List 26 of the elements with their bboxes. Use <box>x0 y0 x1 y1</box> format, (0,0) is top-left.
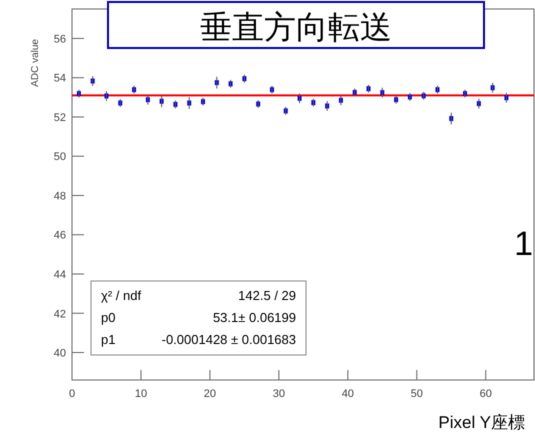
annotation: χ² / ndf <box>101 288 142 303</box>
y-tick-label: 48 <box>54 190 66 202</box>
x-tick-label: 20 <box>204 388 216 400</box>
x-tick-label: 10 <box>134 388 148 400</box>
x-tick-label: 60 <box>480 388 492 400</box>
y-tick-label: 44 <box>54 269 66 281</box>
x-tick-label: 40 <box>342 388 354 400</box>
y-tick-label: 50 <box>54 151 66 164</box>
annotation: 53.1± 0.06199 <box>212 310 296 325</box>
annotation: p1 <box>101 332 116 347</box>
chart-title: 垂直方向転送 <box>200 9 392 45</box>
x-axis-title: Pixel Y座標 <box>438 413 525 432</box>
y-tick-label: 42 <box>54 308 66 320</box>
y-tick-label: 46 <box>54 230 66 242</box>
y-tick-label: 52 <box>54 112 66 124</box>
y-tick-label: 56 <box>54 33 66 46</box>
x-tick-label: 30 <box>272 388 285 400</box>
y-tick-label: 54 <box>54 72 66 85</box>
x-tick-label: 50 <box>410 388 423 400</box>
annotation: -0.0001428 ± 0.001683 <box>162 332 296 347</box>
y-tick-label: 40 <box>54 348 66 360</box>
x-tick-label: 0 <box>68 388 76 400</box>
y-axis-title: ADC value <box>30 38 41 87</box>
annotation: 1 <box>514 225 533 263</box>
annotation: p0 <box>101 310 116 325</box>
annotation: 142.5 / 29 <box>238 288 296 303</box>
